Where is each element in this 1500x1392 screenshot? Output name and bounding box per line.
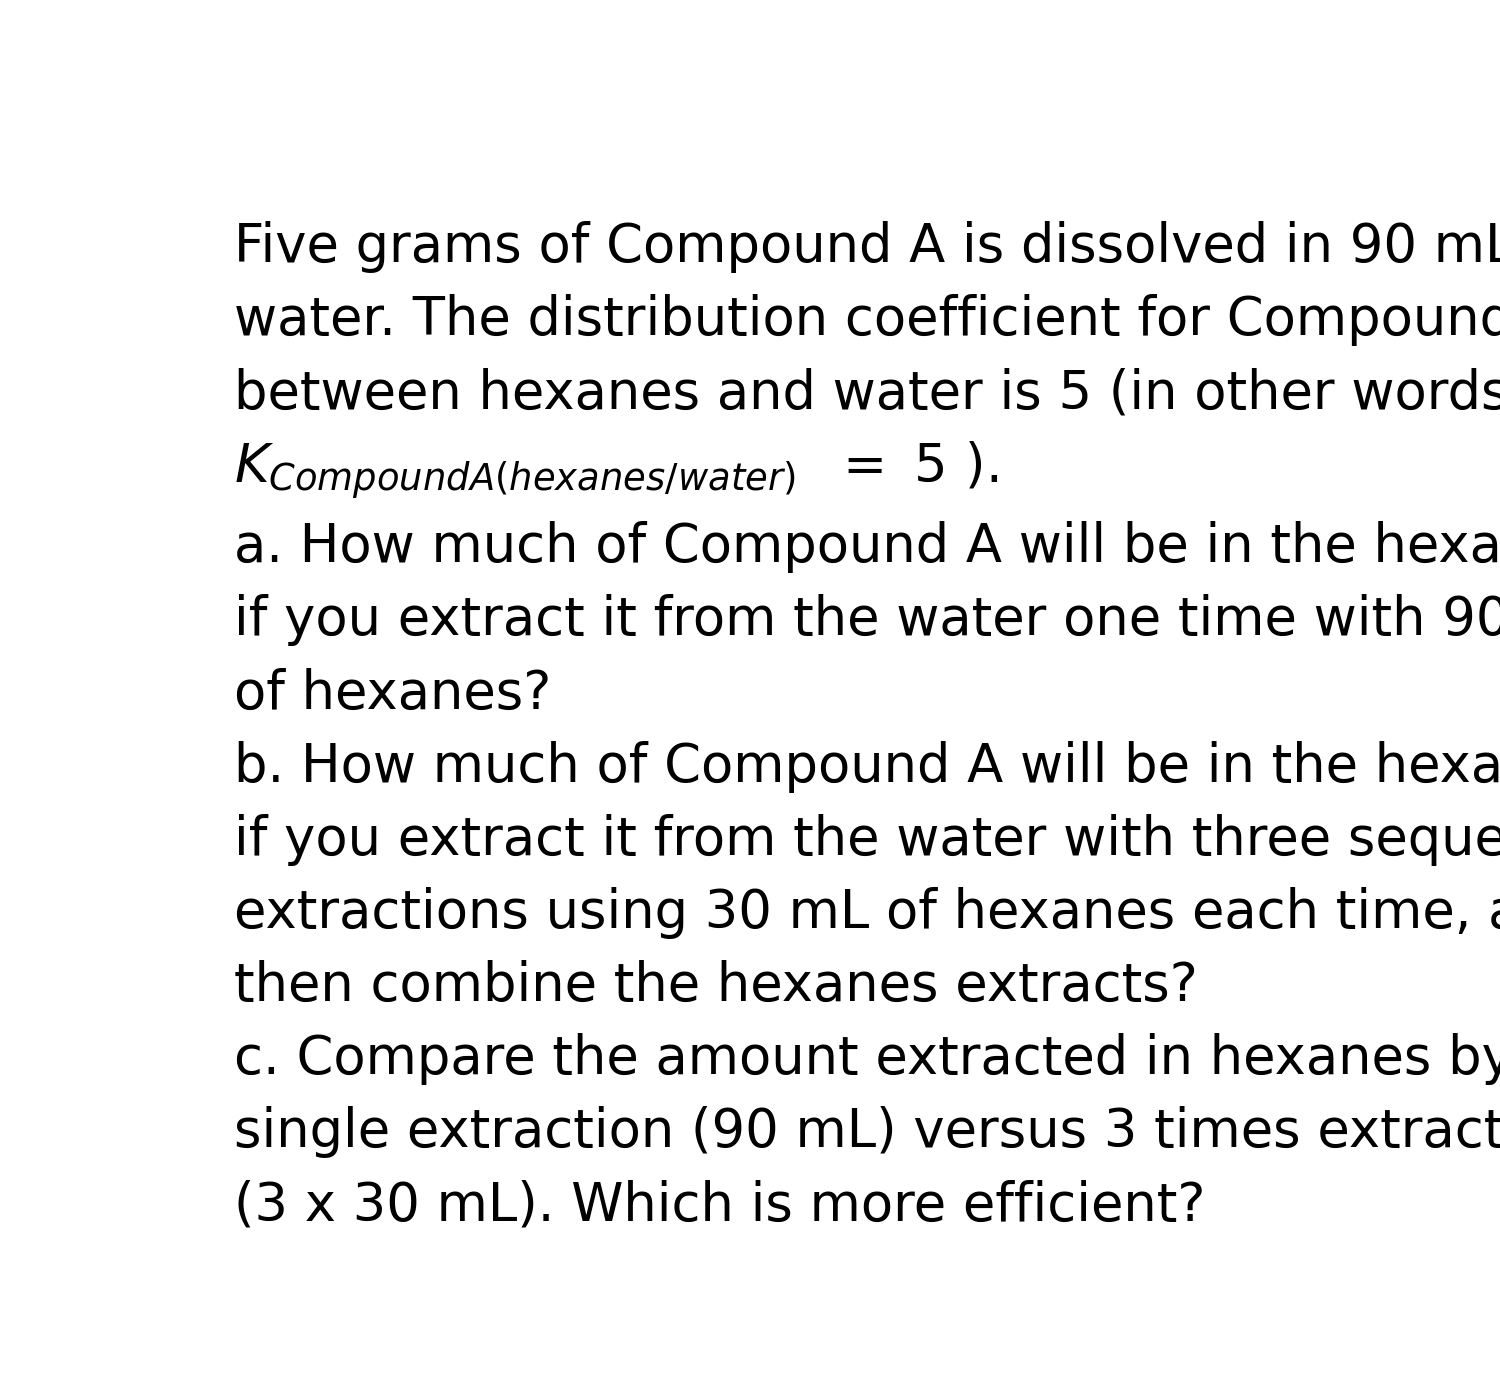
Text: $\mathit{K}_{\mathit{CompoundA(hexanes/water)}}$  $=\ 5\ ).$: $\mathit{K}_{\mathit{CompoundA(hexanes/w…: [234, 440, 998, 503]
Text: between hexanes and water is 5 (in other words,: between hexanes and water is 5 (in other…: [234, 367, 1500, 419]
Text: if you extract it from the water with three sequential: if you extract it from the water with th…: [234, 814, 1500, 866]
Text: extractions using 30 mL of hexanes each time, and: extractions using 30 mL of hexanes each …: [234, 887, 1500, 940]
Text: (3 x 30 mL). Which is more efficient?: (3 x 30 mL). Which is more efficient?: [234, 1179, 1206, 1232]
Text: single extraction (90 mL) versus 3 times extraction: single extraction (90 mL) versus 3 times…: [234, 1107, 1500, 1158]
Text: Five grams of Compound A is dissolved in 90 mL of: Five grams of Compound A is dissolved in…: [234, 221, 1500, 273]
Text: a. How much of Compound A will be in the hexanes: a. How much of Compound A will be in the…: [234, 521, 1500, 574]
Text: b. How much of Compound A will be in the hexanes: b. How much of Compound A will be in the…: [234, 741, 1500, 792]
Text: water. The distribution coefficient for Compound A: water. The distribution coefficient for …: [234, 294, 1500, 347]
Text: of hexanes?: of hexanes?: [234, 668, 552, 720]
Text: c. Compare the amount extracted in hexanes by: c. Compare the amount extracted in hexan…: [234, 1033, 1500, 1086]
Text: then combine the hexanes extracts?: then combine the hexanes extracts?: [234, 960, 1197, 1012]
Text: if you extract it from the water one time with 90 mL: if you extract it from the water one tim…: [234, 594, 1500, 646]
